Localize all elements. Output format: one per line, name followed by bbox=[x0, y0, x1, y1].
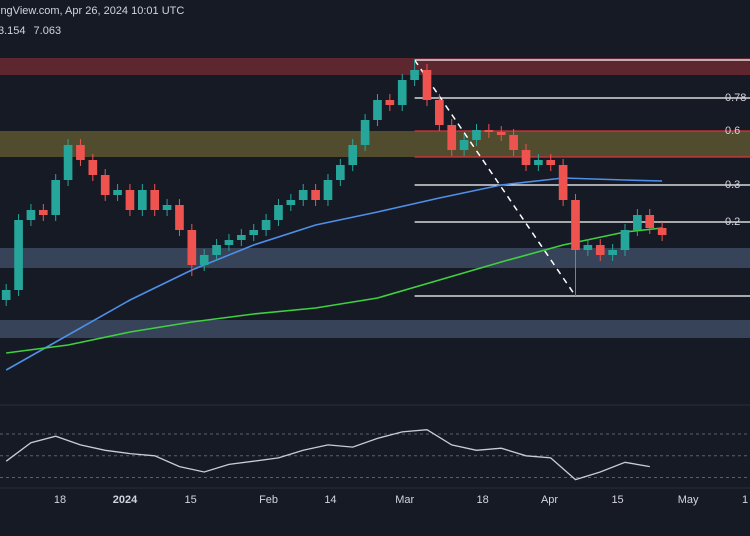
candle-body bbox=[150, 190, 160, 210]
candle-body bbox=[26, 210, 36, 220]
candle-body bbox=[249, 230, 259, 235]
x-tick-label: Apr bbox=[541, 494, 558, 506]
candle-body bbox=[484, 130, 494, 132]
trend-line bbox=[413, 59, 577, 297]
zone bbox=[0, 58, 750, 75]
x-tick-label: 1 bbox=[742, 494, 748, 506]
x-tick-label: 18 bbox=[477, 494, 489, 506]
fib-label: 0.6 bbox=[725, 125, 740, 137]
fib-label: 0.78 bbox=[725, 92, 746, 104]
x-tick-label: 18 bbox=[54, 494, 66, 506]
candle-body bbox=[51, 180, 61, 215]
candle-body bbox=[435, 100, 444, 125]
candle-body bbox=[336, 165, 345, 180]
candle-body bbox=[373, 100, 382, 120]
candle-body bbox=[199, 255, 209, 265]
legend: 3.154 7.063 bbox=[0, 25, 61, 37]
legend-entry: 3.154 bbox=[0, 25, 26, 37]
fib-label: 0.2 bbox=[725, 216, 740, 228]
candle-body bbox=[100, 175, 110, 195]
candle-body bbox=[521, 150, 531, 165]
candle-body bbox=[113, 190, 122, 195]
candle-body bbox=[558, 165, 568, 200]
candle-body bbox=[187, 230, 197, 265]
candle-body bbox=[162, 205, 172, 210]
candle-body bbox=[397, 80, 407, 105]
candle-body bbox=[571, 200, 580, 250]
candle-body bbox=[657, 228, 667, 235]
x-tick-label: 15 bbox=[184, 494, 196, 506]
candle-body bbox=[422, 70, 432, 100]
candle-body bbox=[175, 205, 184, 230]
x-tick-label: 15 bbox=[611, 494, 623, 506]
candle-body bbox=[125, 190, 135, 210]
x-tick-label: 2024 bbox=[113, 494, 138, 506]
x-tick-label: 14 bbox=[324, 494, 336, 506]
zone bbox=[0, 320, 750, 338]
candle-body bbox=[546, 160, 556, 165]
zone bbox=[0, 131, 750, 157]
candle-body bbox=[63, 145, 73, 180]
candle-body bbox=[472, 130, 481, 140]
candle-body bbox=[212, 245, 221, 255]
legend-entry: 7.063 bbox=[34, 25, 62, 37]
candle-body bbox=[459, 140, 469, 150]
fib-label: 0.3 bbox=[725, 179, 740, 191]
x-tick-label: May bbox=[678, 494, 699, 506]
candle-body bbox=[583, 245, 593, 250]
candle-body bbox=[38, 210, 48, 215]
zone bbox=[0, 248, 750, 268]
candle-body bbox=[76, 145, 85, 160]
candle-body bbox=[385, 100, 395, 105]
candle-body bbox=[323, 180, 333, 200]
rsi-line bbox=[5, 429, 650, 481]
candle-body bbox=[1, 290, 11, 300]
candle-body bbox=[286, 200, 296, 205]
candle-body bbox=[534, 160, 543, 165]
candle-body bbox=[348, 145, 358, 165]
header: ingView.com, Apr 26, 2024 10:01 UTC bbox=[0, 5, 184, 17]
candle-body bbox=[410, 70, 419, 80]
candle-body bbox=[137, 190, 147, 210]
candle-body bbox=[645, 215, 655, 228]
x-tick-label: Feb bbox=[259, 494, 278, 506]
candle-body bbox=[298, 190, 308, 200]
candle-body bbox=[14, 220, 23, 290]
candle-body bbox=[595, 245, 605, 255]
candle-body bbox=[360, 120, 370, 145]
candle-body bbox=[88, 160, 98, 175]
candle-body bbox=[620, 230, 630, 250]
candle-body bbox=[496, 132, 506, 135]
candle-body bbox=[311, 190, 320, 200]
candle-body bbox=[447, 125, 457, 150]
candle-body bbox=[237, 235, 246, 240]
moving-average bbox=[5, 177, 663, 371]
candle-body bbox=[509, 135, 518, 150]
candle-body bbox=[633, 215, 642, 230]
candle-body bbox=[261, 220, 271, 230]
x-tick-label: Mar bbox=[395, 494, 414, 506]
candle-body bbox=[274, 205, 283, 220]
candle-body bbox=[224, 240, 234, 245]
candle-body bbox=[608, 250, 617, 255]
